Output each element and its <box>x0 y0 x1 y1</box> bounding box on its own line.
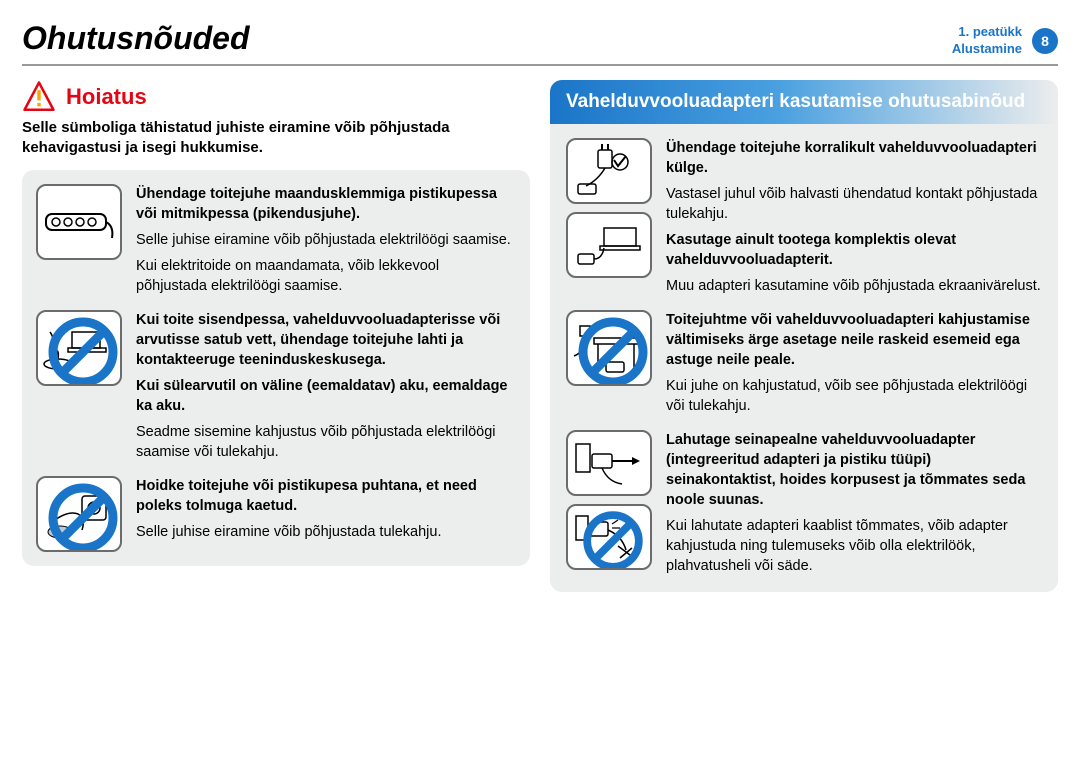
item-bold: Kasutage ainult tootega komplektis oleva… <box>666 230 1042 270</box>
item-para: Kui lahutate adapteri kaablist tõmmates,… <box>666 516 1042 576</box>
header-right: 1. peatükk Alustamine 8 <box>952 24 1058 58</box>
item-para: Kui juhe on kahjustatud, võib see põhjus… <box>666 376 1042 416</box>
wall-adapter-wrong-icon <box>566 504 652 570</box>
warning-subtitle: Selle sümboliga tähistatud juhiste eiram… <box>22 118 530 159</box>
left-gray-box: Ühendage toitejuhe maandusklemmiga pisti… <box>22 170 530 566</box>
stacked-icons <box>566 430 652 576</box>
safety-item: Lahutage seinapealne vahelduvvooluadapte… <box>566 430 1042 576</box>
prohibit-icon <box>572 316 652 386</box>
chapter-line2: Alustamine <box>952 41 1022 56</box>
power-strip-icon <box>36 184 122 260</box>
section-banner: Vahelduvvooluadapteri kasutamise ohutusa… <box>550 80 1058 124</box>
safety-item: Toitejuhtme või vahelduvvooluadapteri ka… <box>566 310 1042 416</box>
dusty-outlet-icon <box>36 476 122 552</box>
content-columns: Hoiatus Selle sümboliga tähistatud juhis… <box>22 80 1058 592</box>
item-para: Selle juhise eiramine võib põhjustada el… <box>136 230 514 250</box>
item-bold: Kui sülearvutil on väline (eemaldatav) a… <box>136 376 514 416</box>
item-para: Kui elektritoide on maandamata, võib lek… <box>136 256 514 296</box>
safety-item: Ühendage toitejuhe korralikult vahelduvv… <box>566 138 1042 296</box>
item-para: Muu adapteri kasutamine võib põhjustada … <box>666 276 1042 296</box>
right-column: Vahelduvvooluadapteri kasutamise ohutusa… <box>550 80 1058 592</box>
item-bold: Hoidke toitejuhe või pistikupesa puhtana… <box>136 476 514 516</box>
item-text: Ühendage toitejuhe korralikult vahelduvv… <box>666 138 1042 296</box>
prohibit-icon <box>42 316 122 386</box>
item-bold: Toitejuhtme või vahelduvvooluadapteri ka… <box>666 310 1042 370</box>
item-para: Seadme sisemine kahjustus võib põhjustad… <box>136 422 514 462</box>
adapter-laptop-icon <box>566 212 652 278</box>
wall-adapter-pull-icon <box>566 430 652 496</box>
water-laptop-icon <box>36 310 122 386</box>
item-bold: Kui toite sisendpessa, vahelduvvooluadap… <box>136 310 514 370</box>
warning-header: Hoiatus <box>22 80 530 114</box>
item-para: Vastasel juhul võib halvasti ühendatud k… <box>666 184 1042 224</box>
prohibit-icon <box>572 510 652 570</box>
adapter-plug-icon <box>566 138 652 204</box>
left-column: Hoiatus Selle sümboliga tähistatud juhis… <box>22 80 530 592</box>
item-text: Ühendage toitejuhe maandusklemmiga pisti… <box>136 184 514 296</box>
cord-table-icon <box>566 310 652 386</box>
item-text: Hoidke toitejuhe või pistikupesa puhtana… <box>136 476 514 552</box>
item-text: Lahutage seinapealne vahelduvvooluadapte… <box>666 430 1042 576</box>
item-text: Kui toite sisendpessa, vahelduvvooluadap… <box>136 310 514 462</box>
item-text: Toitejuhtme või vahelduvvooluadapteri ka… <box>666 310 1042 416</box>
right-inner: Ühendage toitejuhe korralikult vahelduvv… <box>550 138 1058 576</box>
item-bold: Ühendage toitejuhe maandusklemmiga pisti… <box>136 184 514 224</box>
warning-triangle-icon <box>22 80 56 114</box>
safety-item: Hoidke toitejuhe või pistikupesa puhtana… <box>36 476 514 552</box>
prohibit-icon <box>42 482 122 552</box>
item-bold: Ühendage toitejuhe korralikult vahelduvv… <box>666 138 1042 178</box>
chapter-line1: 1. peatükk <box>958 24 1022 39</box>
chapter-label: 1. peatükk Alustamine <box>952 24 1022 58</box>
item-para: Selle juhise eiramine võib põhjustada tu… <box>136 522 514 542</box>
safety-item: Kui toite sisendpessa, vahelduvvooluadap… <box>36 310 514 462</box>
right-gray-box: Vahelduvvooluadapteri kasutamise ohutusa… <box>550 80 1058 592</box>
warning-title: Hoiatus <box>66 84 147 110</box>
page-title: Ohutusnõuded <box>22 20 250 57</box>
page-number: 8 <box>1032 28 1058 54</box>
page: Ohutusnõuded 1. peatükk Alustamine 8 Hoi… <box>0 0 1080 766</box>
stacked-icons <box>566 138 652 296</box>
page-header: Ohutusnõuded 1. peatükk Alustamine 8 <box>22 20 1058 66</box>
item-bold: Lahutage seinapealne vahelduvvooluadapte… <box>666 430 1042 510</box>
safety-item: Ühendage toitejuhe maandusklemmiga pisti… <box>36 184 514 296</box>
